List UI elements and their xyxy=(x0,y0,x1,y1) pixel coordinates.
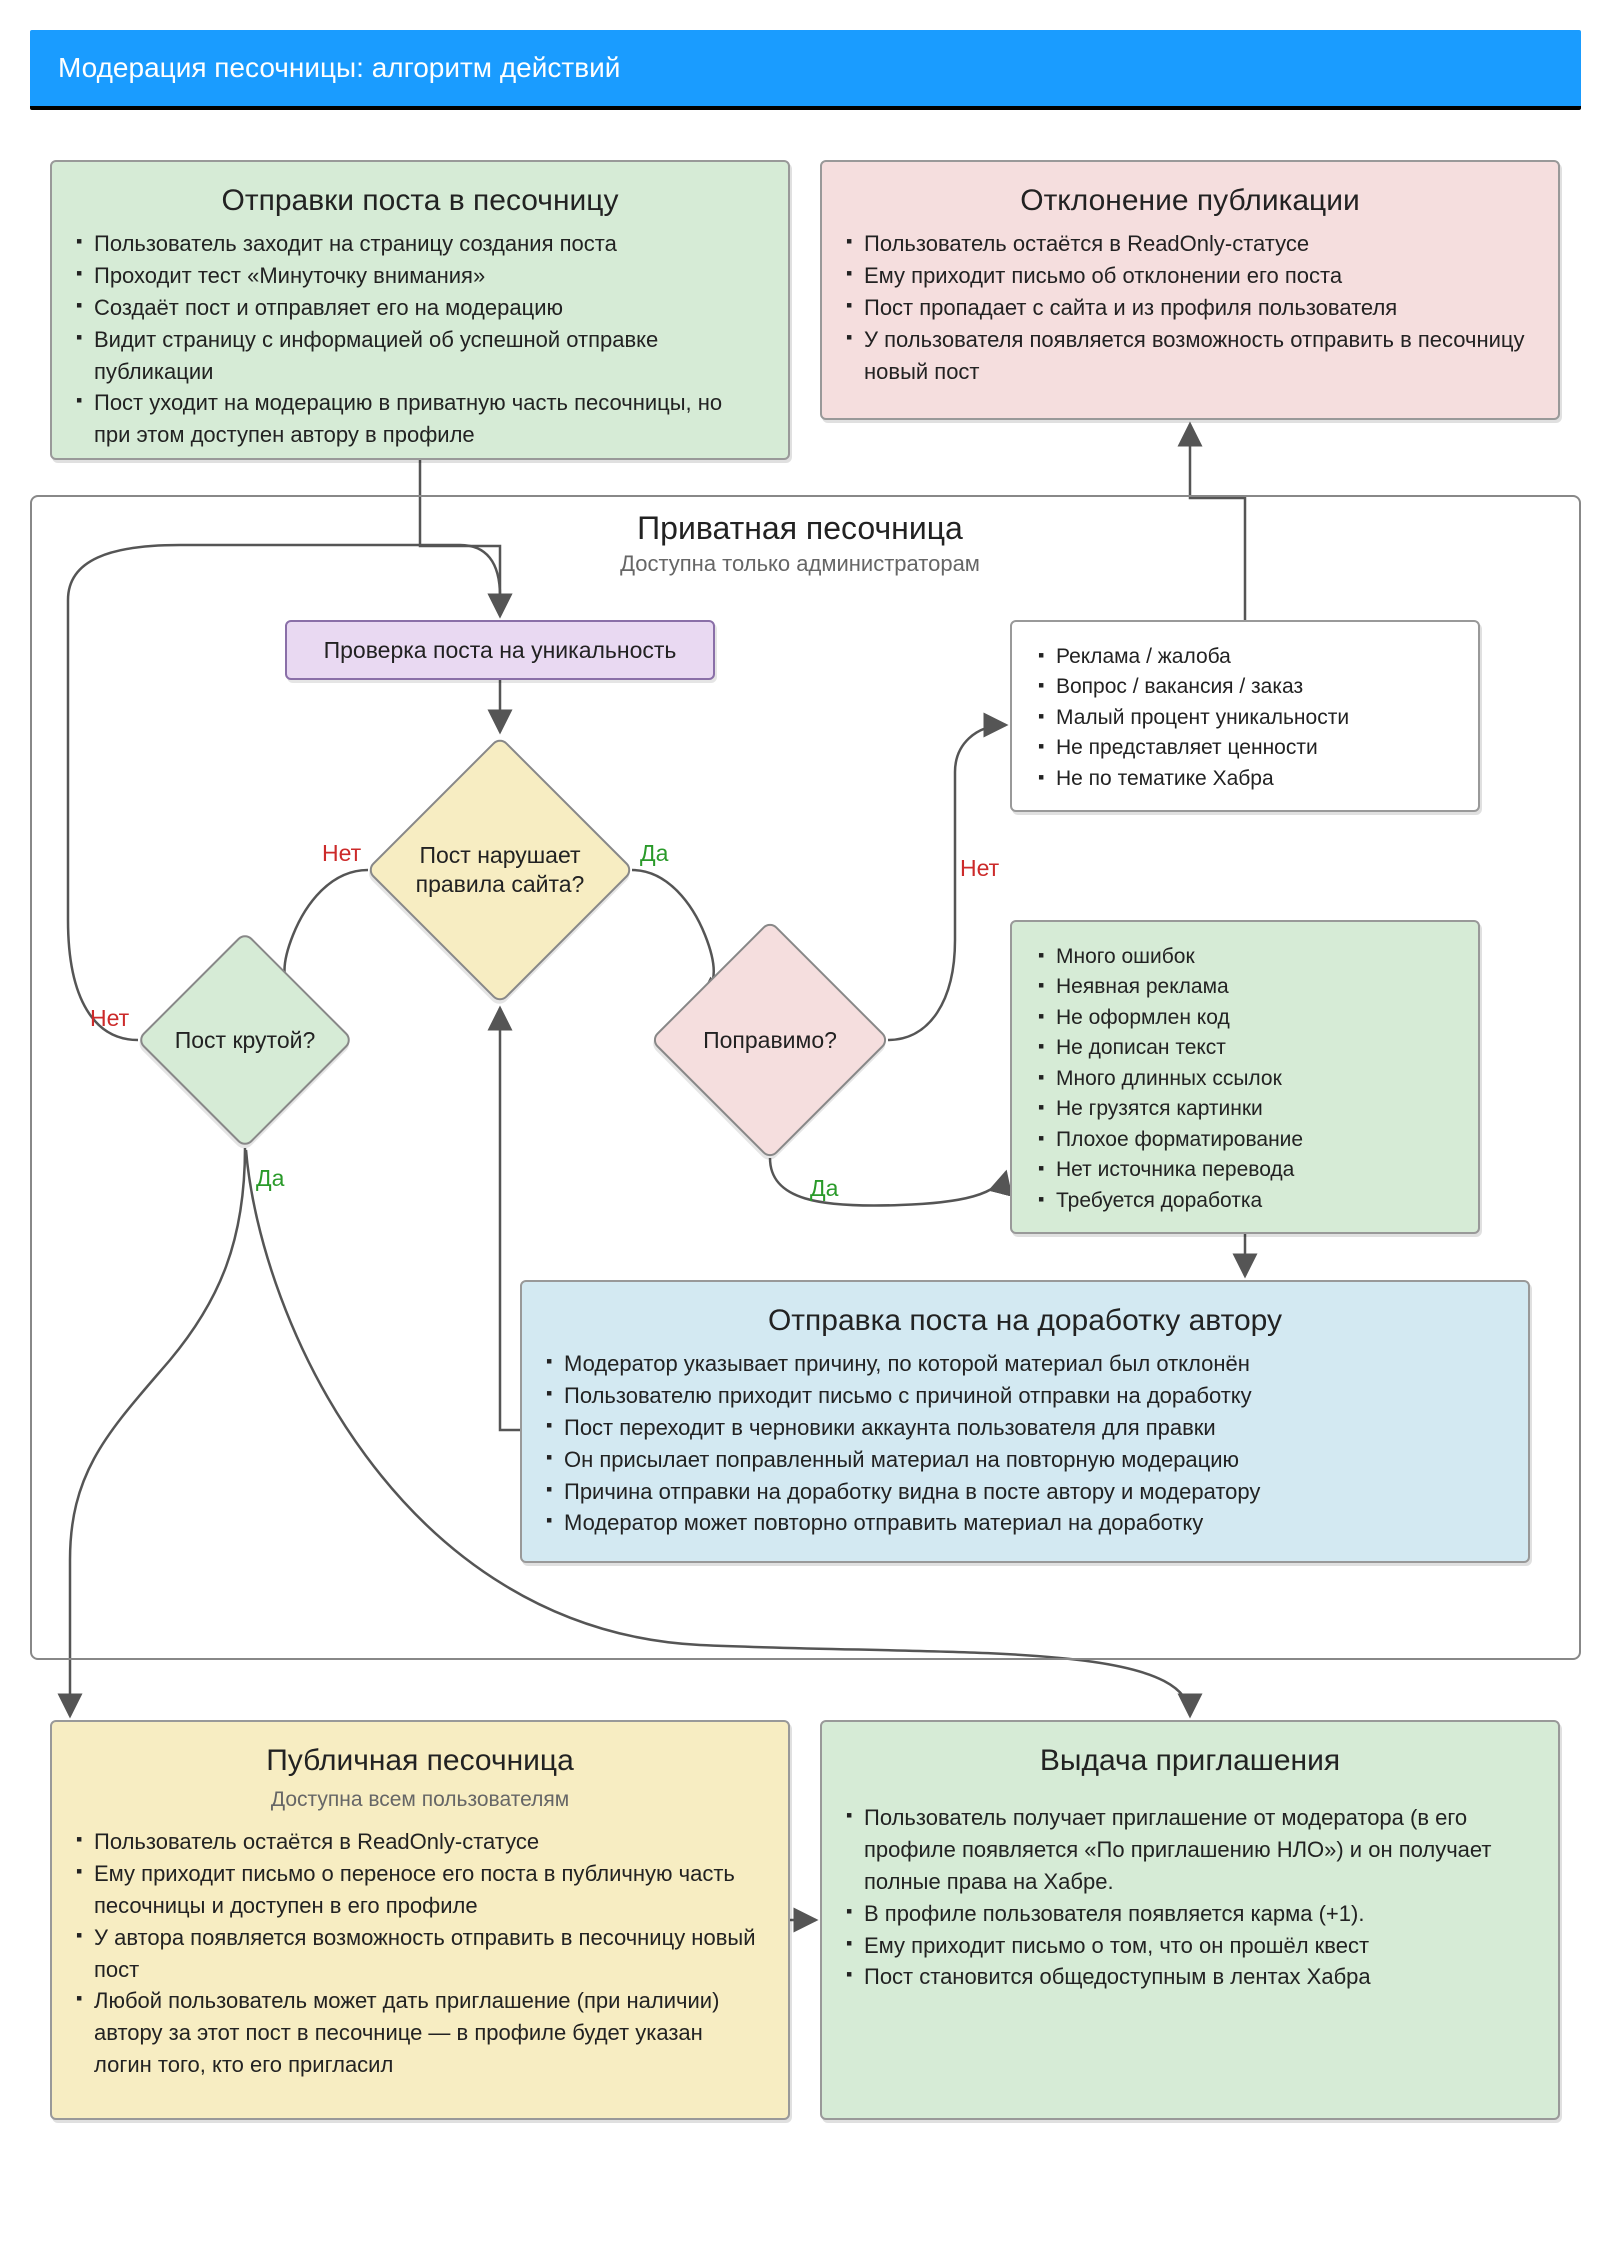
card-reject: Отклонение публикации Пользователь остаё… xyxy=(820,160,1560,420)
list-item: Он присылает поправленный материал на по… xyxy=(546,1444,1504,1476)
list-item: Ему приходит письмо об отклонении его по… xyxy=(846,260,1534,292)
private-sandbox-sub: Доступна только администраторам xyxy=(520,551,1080,577)
list-item: Модератор указывает причину, по которой … xyxy=(546,1348,1504,1380)
list-item: Вопрос / вакансия / заказ xyxy=(1038,672,1456,702)
list-item: Видит страницу с информацией об успешной… xyxy=(76,324,764,388)
private-sandbox-heading: Приватная песочница Доступна только адми… xyxy=(520,510,1080,577)
node-check-unique: Проверка поста на уникальность xyxy=(285,620,715,680)
card-reject-reasons: Реклама / жалоба Вопрос / вакансия / зак… xyxy=(1010,620,1480,812)
list-item: Не представляет ценности xyxy=(1038,733,1456,763)
list-item: Проходит тест «Минуточку внимания» xyxy=(76,260,764,292)
list-item: Любой пользователь может дать приглашени… xyxy=(76,1985,764,2081)
card-public: Публичная песочница Доступна всем пользо… xyxy=(50,1720,790,2120)
list-item: Плохое форматирование xyxy=(1038,1125,1456,1155)
card-submit-list: Пользователь заходит на страницу создани… xyxy=(76,228,764,451)
private-sandbox-title: Приватная песочница xyxy=(520,510,1080,547)
node-violates-label: Пост нарушает правила сайта? xyxy=(400,800,600,940)
edge-violates-yes: Да xyxy=(640,840,668,867)
list-item: Много ошибок xyxy=(1038,942,1456,972)
card-rework-list: Модератор указывает причину, по которой … xyxy=(546,1348,1504,1539)
list-item: У автора появляется возможность отправит… xyxy=(76,1922,764,1986)
list-item: Создаёт пост и отправляет его на модерац… xyxy=(76,292,764,324)
list-item: У пользователя появляется возможность от… xyxy=(846,324,1534,388)
card-invite-list: Пользователь получает приглашение от мод… xyxy=(846,1802,1534,1993)
card-fix-reasons: Много ошибок Неявная реклама Не оформлен… xyxy=(1010,920,1480,1234)
list-item: Пользователь остаётся в ReadOnly-статусе xyxy=(846,228,1534,260)
list-item: Пост становится общедоступным в лентах Х… xyxy=(846,1961,1534,1993)
list-item: Причина отправки на доработку видна в по… xyxy=(546,1476,1504,1508)
card-invite: Выдача приглашения Пользователь получает… xyxy=(820,1720,1560,2120)
list-item: Пользователь заходит на страницу создани… xyxy=(76,228,764,260)
diagram-canvas: Модерация песочницы: алгоритм действий П… xyxy=(0,0,1611,2247)
list-item: Пользователю приходит письмо с причиной … xyxy=(546,1380,1504,1412)
card-public-sub: Доступна всем пользователям xyxy=(76,1788,764,1812)
list-item: В профиле пользователя появляется карма … xyxy=(846,1898,1534,1930)
card-submit-title: Отправки поста в песочницу xyxy=(76,184,764,218)
node-fixable-label: Поправимо? xyxy=(680,1010,860,1070)
edge-cool-no: Нет xyxy=(90,1005,129,1032)
list-item: Реклама / жалоба xyxy=(1038,642,1456,672)
page-title: Модерация песочницы: алгоритм действий xyxy=(58,52,620,84)
list-item: Пост пропадает с сайта и из профиля поль… xyxy=(846,292,1534,324)
card-reject-list: Пользователь остаётся в ReadOnly-статусе… xyxy=(846,228,1534,387)
edge-fixable-no: Нет xyxy=(960,855,999,882)
card-reject-reasons-list: Реклама / жалоба Вопрос / вакансия / зак… xyxy=(1038,642,1456,794)
edge-fixable-yes: Да xyxy=(810,1175,838,1202)
list-item: Не оформлен код xyxy=(1038,1003,1456,1033)
list-item: Не по тематике Хабра xyxy=(1038,764,1456,794)
list-item: Пост переходит в черновики аккаунта поль… xyxy=(546,1412,1504,1444)
edge-cool-yes: Да xyxy=(256,1165,284,1192)
edge-violates-no: Нет xyxy=(322,840,361,867)
list-item: Требуется доработка xyxy=(1038,1186,1456,1216)
card-public-list: Пользователь остаётся в ReadOnly-статусе… xyxy=(76,1826,764,2081)
card-fix-reasons-list: Много ошибок Неявная реклама Не оформлен… xyxy=(1038,942,1456,1216)
list-item: Ему приходит письмо о переносе его поста… xyxy=(76,1858,764,1922)
list-item: Нет источника перевода xyxy=(1038,1155,1456,1185)
list-item: Неявная реклама xyxy=(1038,972,1456,1002)
list-item: Модератор может повторно отправить матер… xyxy=(546,1507,1504,1539)
list-item: Не грузятся картинки xyxy=(1038,1094,1456,1124)
list-item: Пользователь остаётся в ReadOnly-статусе xyxy=(76,1826,764,1858)
card-submit: Отправки поста в песочницу Пользователь … xyxy=(50,160,790,460)
list-item: Не дописан текст xyxy=(1038,1033,1456,1063)
list-item: Много длинных ссылок xyxy=(1038,1064,1456,1094)
card-rework-title: Отправка поста на доработку автору xyxy=(546,1304,1504,1338)
title-bar: Модерация песочницы: алгоритм действий xyxy=(30,30,1581,110)
card-reject-title: Отклонение публикации xyxy=(846,184,1534,218)
card-rework: Отправка поста на доработку автору Модер… xyxy=(520,1280,1530,1563)
node-check-unique-label: Проверка поста на уникальность xyxy=(324,637,677,664)
card-public-title: Публичная песочница xyxy=(76,1744,764,1778)
list-item: Пользователь получает приглашение от мод… xyxy=(846,1802,1534,1898)
node-cool-label: Пост крутой? xyxy=(165,1000,325,1080)
list-item: Ему приходит письмо о том, что он прошёл… xyxy=(846,1930,1534,1962)
list-item: Пост уходит на модерацию в приватную час… xyxy=(76,387,764,451)
list-item: Малый процент уникальности xyxy=(1038,703,1456,733)
card-invite-title: Выдача приглашения xyxy=(846,1744,1534,1778)
